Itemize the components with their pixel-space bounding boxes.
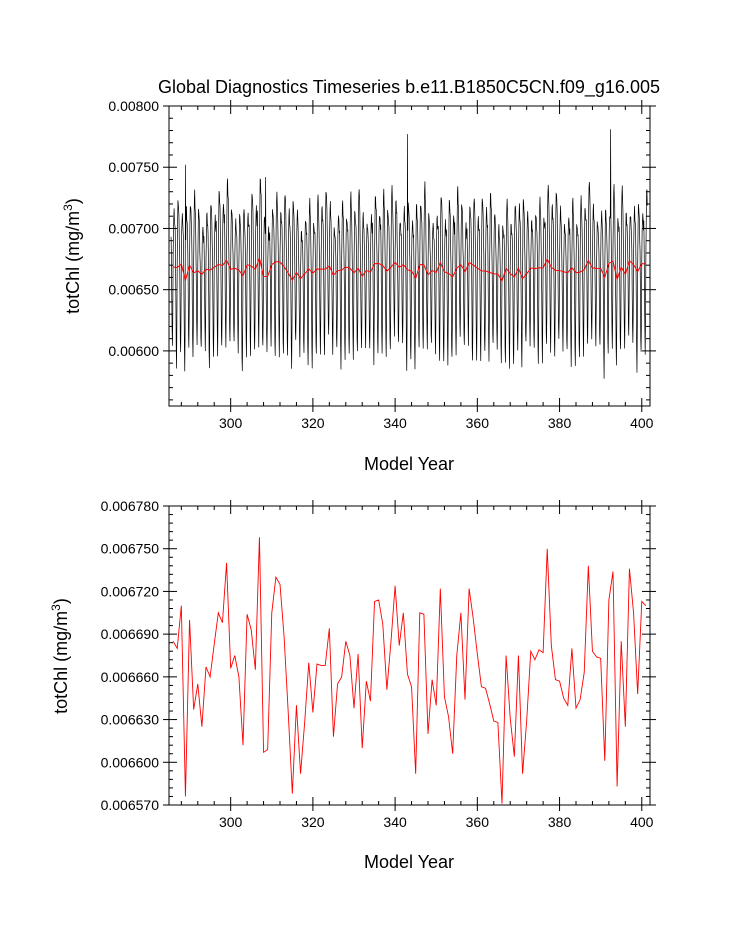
x-tick-label: 300 [219, 814, 243, 830]
annual-mean-line [173, 256, 646, 283]
y-tick-label: 0.006600 [101, 754, 160, 770]
y-axis-label: totChl (mg/m3) [49, 598, 71, 714]
y-tick-label: 0.00750 [108, 159, 159, 175]
y-axis-label-main: totChl (mg/m [51, 611, 71, 714]
x-tick-label: 320 [301, 415, 325, 431]
y-tick-label: 0.006690 [101, 626, 160, 642]
panel-timeseries-monthly: 300 320 340 360 380 400 0.00600 0.00650 0.00700 0… [61, 98, 656, 474]
monthly-line [170, 129, 648, 379]
y-tick-label: 0.006570 [101, 797, 160, 813]
panel-timeseries-annual: 300 320 340 360 380 400 0.006570 0.006600 0.0066… [49, 498, 656, 872]
x-tick-label: 360 [466, 415, 490, 431]
chart-title: Global Diagnostics Timeseries b.e11.B185… [158, 77, 660, 98]
y-axis-label-main: totChl (mg/m [63, 211, 83, 314]
x-tick-label: 300 [219, 415, 243, 431]
y-axis-label-superscript: 3 [49, 604, 63, 611]
y-tick-label: 0.00600 [108, 343, 159, 359]
plot-frame [168, 505, 651, 806]
plot-frame [168, 105, 651, 407]
y-tick-label: 0.006660 [101, 669, 160, 685]
x-tick-label: 380 [548, 814, 572, 830]
y-tick-label: 0.00800 [108, 98, 159, 114]
x-tick-label: 340 [383, 814, 407, 830]
y-axis-label-superscript: 3 [61, 204, 75, 211]
x-tick-label: 340 [383, 415, 407, 431]
x-axis-label: Model Year [364, 852, 454, 872]
y-axis-label-close: ) [51, 598, 71, 604]
y-tick-label: 0.00700 [108, 220, 159, 236]
x-tick-label: 400 [630, 814, 654, 830]
y-tick-label: 0.00650 [108, 282, 159, 298]
y-axis-label-close: ) [63, 198, 83, 204]
y-tick-label: 0.006720 [101, 583, 160, 599]
y-tick-label: 0.006750 [101, 541, 160, 557]
x-tick-label: 360 [466, 814, 490, 830]
x-tick-label: 380 [548, 415, 572, 431]
x-axis-label: Model Year [364, 454, 454, 474]
x-tick-label: 400 [630, 415, 654, 431]
annual-mean-line [172, 537, 647, 804]
y-tick-label: 0.006780 [101, 498, 160, 514]
y-axis-label: totChl (mg/m3) [61, 198, 83, 314]
y-tick-label: 0.006630 [101, 712, 160, 728]
x-tick-label: 320 [301, 814, 325, 830]
